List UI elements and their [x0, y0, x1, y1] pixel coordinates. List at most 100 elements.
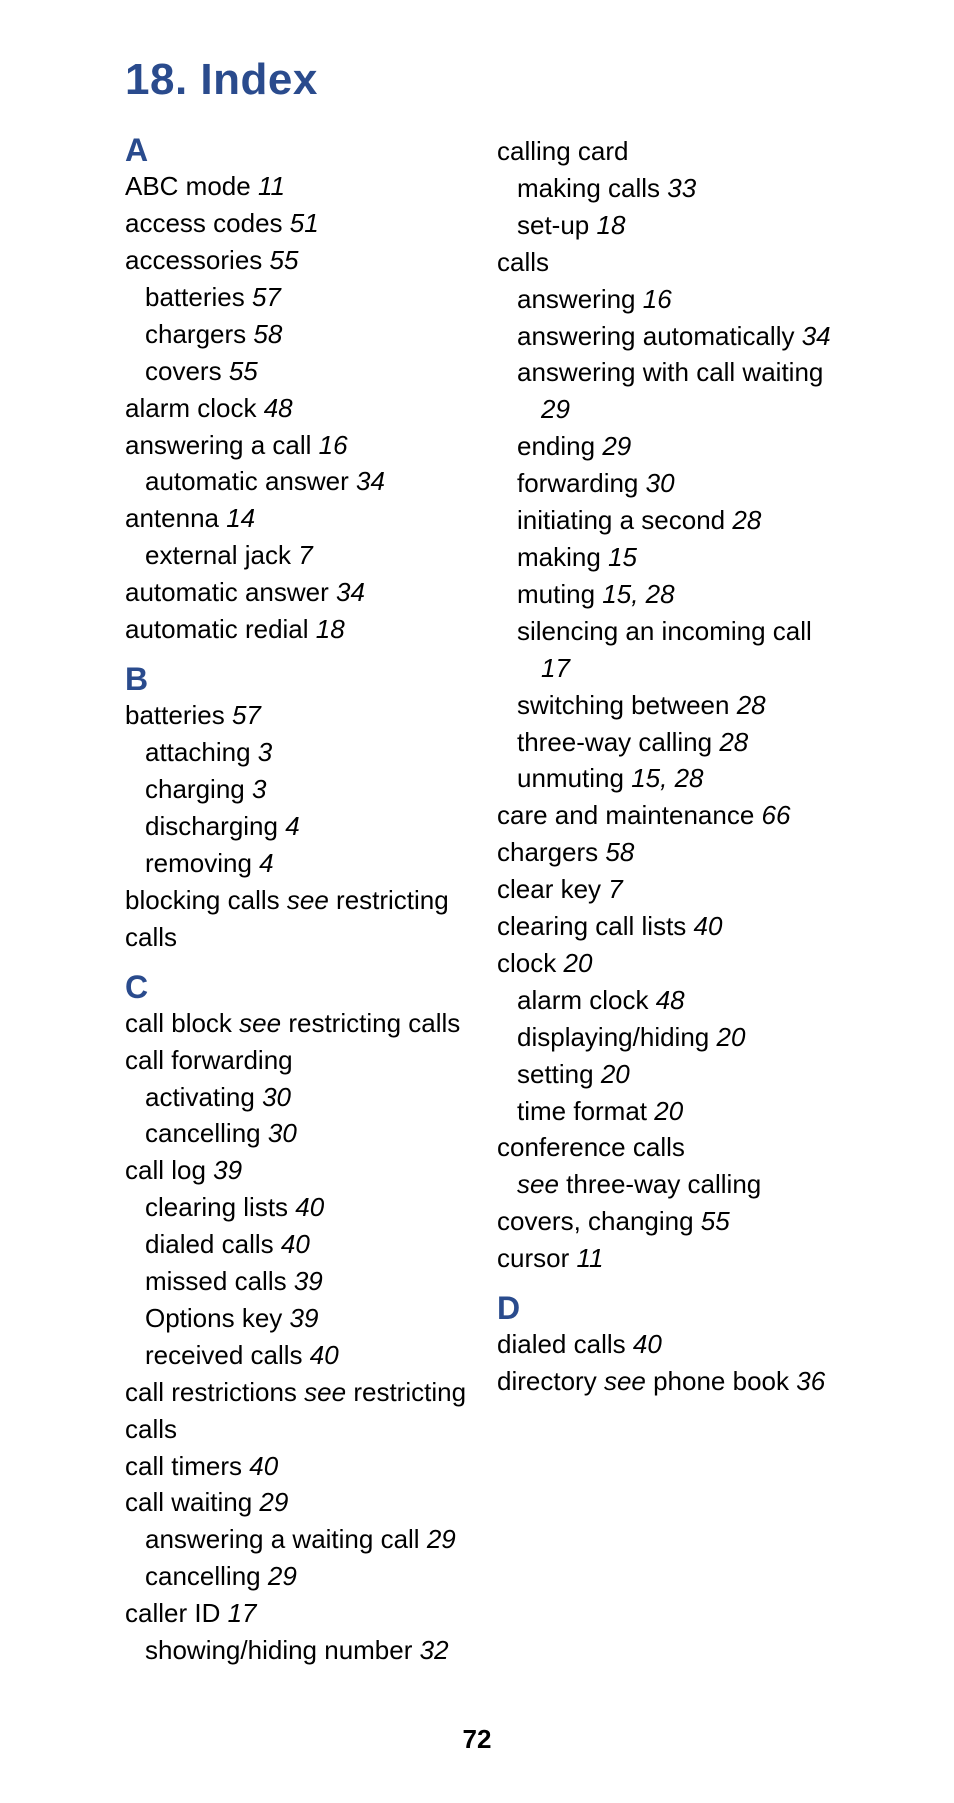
entry-label: dialed calls: [145, 1229, 274, 1259]
index-entry: activating 30: [125, 1079, 467, 1116]
entry-label: displaying/hiding: [517, 1022, 709, 1052]
entry-pages: 16: [319, 430, 348, 460]
entry-label: chargers: [145, 319, 246, 349]
entry-pages: 17: [541, 653, 570, 683]
entry-label: calling card: [497, 136, 629, 166]
entry-label: access codes: [125, 208, 283, 238]
entry-pages: 66: [762, 800, 791, 830]
index-entry: unmuting 15, 28: [497, 760, 839, 797]
entry-pages: 29: [268, 1561, 297, 1591]
entry-pages: 51: [290, 208, 319, 238]
index-columns: AABC mode 11access codes 51accessories 5…: [125, 133, 839, 1693]
entry-label: clearing lists: [145, 1192, 288, 1222]
entry-label: making calls: [517, 173, 660, 203]
entry-label: silencing an incoming call: [517, 616, 812, 646]
entry-label: external jack: [145, 540, 291, 570]
entry-pages: 40: [694, 911, 723, 941]
index-entry: cancelling 30: [125, 1115, 467, 1152]
entry-label: unmuting: [517, 763, 624, 793]
entry-label: call restrictions: [125, 1377, 297, 1407]
entry-pages: 7: [608, 874, 622, 904]
entry-label: calls: [497, 247, 549, 277]
entry-pages: 11: [576, 1243, 603, 1273]
index-entry: batteries 57: [125, 279, 467, 316]
index-entry: calling card: [497, 133, 839, 170]
entry-pages: 32: [420, 1635, 449, 1665]
entry-pages: 3: [252, 774, 266, 804]
entry-pages: 15: [608, 542, 637, 572]
index-entry: call restrictions see restricting calls: [125, 1374, 467, 1448]
index-entry: muting 15, 28: [497, 576, 839, 613]
entry-pages: 30: [262, 1082, 291, 1112]
section-letter: B: [125, 662, 467, 697]
entry-pages: 11: [258, 171, 285, 201]
entry-pages: 34: [336, 577, 365, 607]
entry-label: batteries: [145, 282, 245, 312]
index-entry: call forwarding: [125, 1042, 467, 1079]
index-entry: call block see restricting calls: [125, 1005, 467, 1042]
index-entry: answering automatically 34: [497, 318, 839, 355]
entry-label: showing/hiding number: [145, 1635, 412, 1665]
index-entry: chargers 58: [497, 834, 839, 871]
index-entry: dialed calls 40: [125, 1226, 467, 1263]
index-entry: directory see phone book 36: [497, 1363, 839, 1400]
entry-pages: 40: [310, 1340, 339, 1370]
entry-label: directory: [497, 1366, 597, 1396]
entry-label: cursor: [497, 1243, 569, 1273]
index-entry: making 15: [497, 539, 839, 576]
entry-label: answering a call: [125, 430, 311, 460]
entry-label: setting: [517, 1059, 594, 1089]
entry-pages: 34: [356, 466, 385, 496]
index-entry: antenna 14: [125, 500, 467, 537]
index-entry: blocking calls see restricting calls: [125, 882, 467, 956]
index-entry: cursor 11: [497, 1240, 839, 1277]
entry-see-target: phone book: [653, 1366, 789, 1396]
entry-label: conference calls: [497, 1132, 685, 1162]
entry-label: time format: [517, 1096, 647, 1126]
entry-pages: 20: [654, 1096, 683, 1126]
index-entry: received calls 40: [125, 1337, 467, 1374]
entry-pages: 4: [259, 848, 273, 878]
entry-see-target: three-way calling: [566, 1169, 761, 1199]
index-entry: call timers 40: [125, 1448, 467, 1485]
entry-label: automatic answer: [125, 577, 329, 607]
entry-pages: 15, 28: [602, 579, 674, 609]
entry-label: ABC mode: [125, 171, 251, 201]
entry-label: missed calls: [145, 1266, 287, 1296]
entry-pages: 20: [563, 948, 592, 978]
entry-pages: 30: [646, 468, 675, 498]
index-entry: alarm clock 48: [125, 390, 467, 427]
entry-pages: 29: [602, 431, 631, 461]
index-entry: displaying/hiding 20: [497, 1019, 839, 1056]
entry-pages: 48: [264, 393, 293, 423]
entry-pages: 39: [213, 1155, 242, 1185]
entry-pages: 18: [597, 210, 626, 240]
entry-see: see: [604, 1366, 646, 1396]
entry-label: care and maintenance: [497, 800, 754, 830]
entry-pages: 55: [229, 356, 258, 386]
index-entry: external jack 7: [125, 537, 467, 574]
entry-label: blocking calls: [125, 885, 280, 915]
page-title: 18. Index: [125, 55, 839, 105]
page-number: 72: [0, 1724, 954, 1755]
index-entry: alarm clock 48: [497, 982, 839, 1019]
entry-see: see: [239, 1008, 281, 1038]
entry-label: clearing call lists: [497, 911, 686, 941]
entry-label: answering: [517, 284, 636, 314]
entry-pages: 40: [249, 1451, 278, 1481]
entry-pages: 28: [737, 690, 766, 720]
entry-pages: 28: [732, 505, 761, 535]
entry-pages: 14: [226, 503, 255, 533]
entry-label: call forwarding: [125, 1045, 293, 1075]
index-entry: clearing call lists 40: [497, 908, 839, 945]
index-entry: automatic answer 34: [125, 574, 467, 611]
entry-pages: 58: [605, 837, 634, 867]
entry-label: automatic redial: [125, 614, 309, 644]
index-entry: dialed calls 40: [497, 1326, 839, 1363]
entry-label: answering a waiting call: [145, 1524, 420, 1554]
entry-label: set-up: [517, 210, 589, 240]
index-entry: caller ID 17: [125, 1595, 467, 1632]
index-entry: clock 20: [497, 945, 839, 982]
entry-pages: 20: [716, 1022, 745, 1052]
entry-pages: 16: [643, 284, 672, 314]
